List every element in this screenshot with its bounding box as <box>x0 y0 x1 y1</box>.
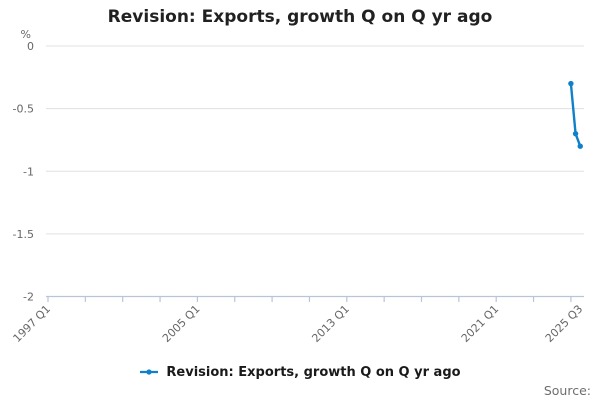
y-gridlines <box>46 45 584 235</box>
legend: Revision: Exports, growth Q on Q yr ago <box>0 363 600 381</box>
y-axis-labels: 0 -0.5 -1 -1.5 -2% <box>13 28 34 304</box>
data-point <box>572 130 579 137</box>
plot-area: 0 -0.5 -1 -1.5 -2% 1997 Q1 2005 Q1 2013 Q1 2021 … <box>11 28 586 345</box>
x-tick-label: 2025 Q3 <box>543 302 586 345</box>
source-label: Source: <box>543 383 591 398</box>
y-tick-label: -2 <box>23 291 34 304</box>
y-tick-label: 0 <box>27 40 34 53</box>
chart-title: Revision: Exports, growth Q on Q yr ago <box>107 7 493 27</box>
data-point <box>568 80 574 87</box>
x-axis-labels: 1997 Q1 2005 Q1 2013 Q1 2021 Q1 2025 Q3 <box>11 302 586 345</box>
data-line <box>569 82 582 148</box>
legend-line-marker-icon <box>140 369 159 375</box>
y-tick-label: -0.5 <box>13 103 34 116</box>
x-tick-label: 2013 Q1 <box>309 302 352 345</box>
y-tick-label: -1.5 <box>13 228 34 241</box>
x-tick-label: 1997 Q1 <box>11 302 54 345</box>
y-axis-unit-label: % <box>21 28 31 41</box>
legend-series-label: Revision: Exports, growth Q on Q yr ago <box>166 364 461 380</box>
x-axis <box>46 295 584 302</box>
y-tick-label: -1 <box>23 165 34 178</box>
x-tick-label: 2021 Q1 <box>459 302 502 345</box>
data-point <box>577 143 583 149</box>
x-tick-label: 2005 Q1 <box>160 302 203 345</box>
